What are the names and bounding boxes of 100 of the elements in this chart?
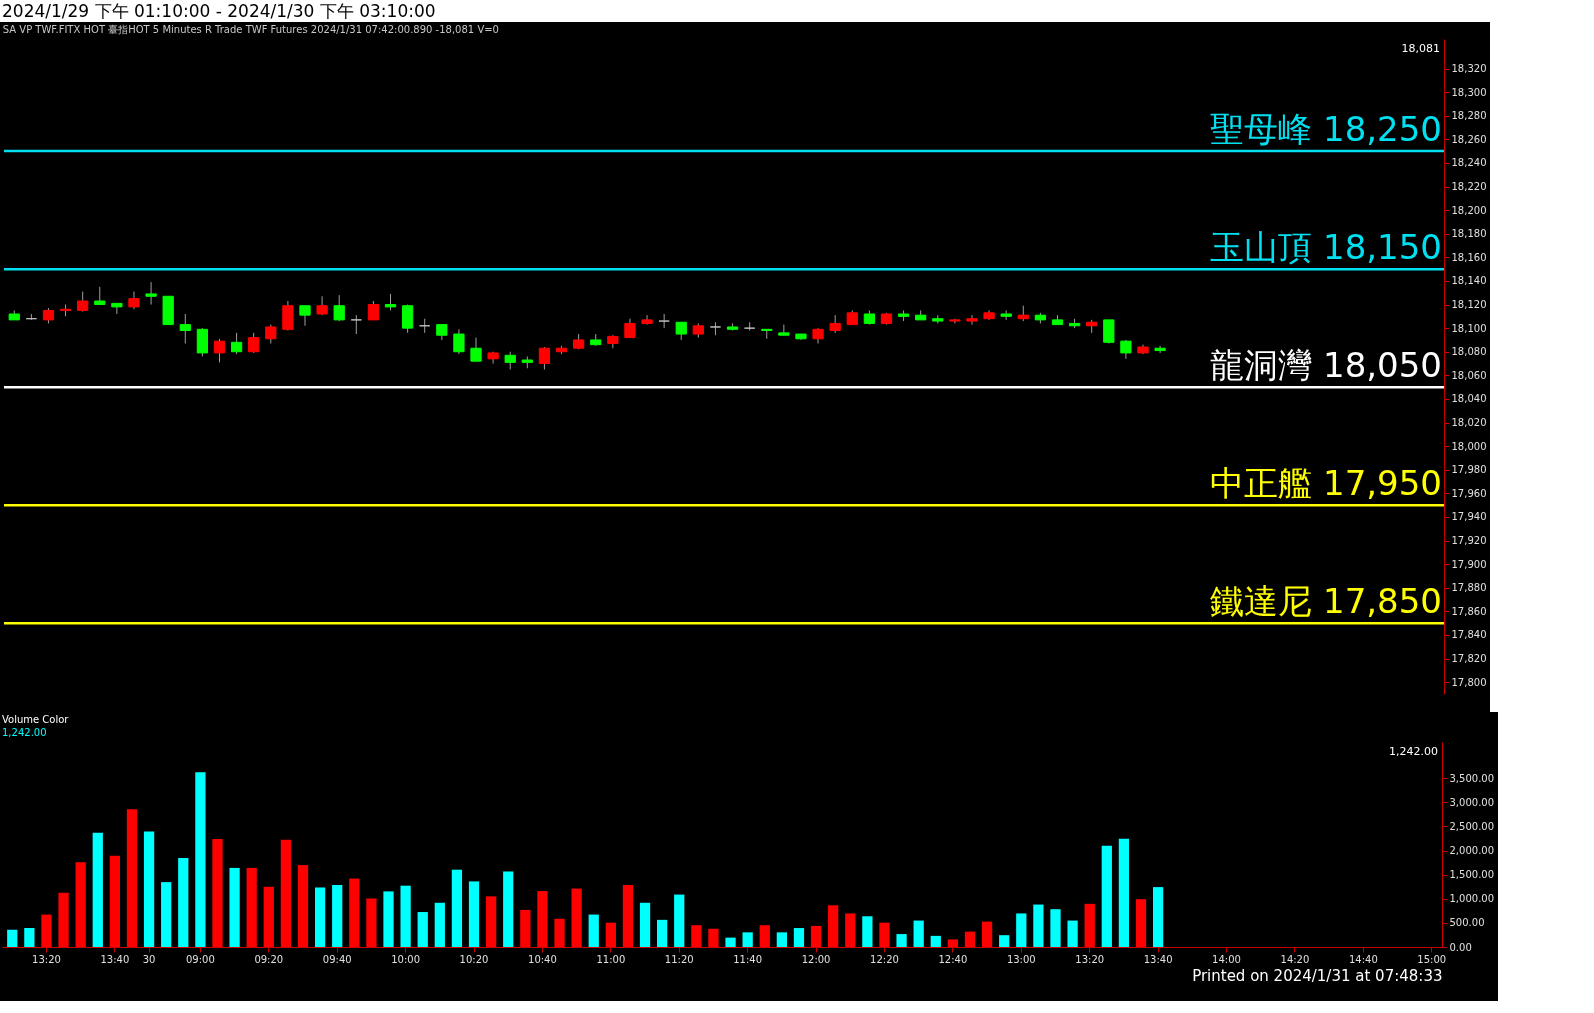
x-tick-label: 10:00 — [391, 953, 421, 965]
bar — [417, 912, 428, 947]
candlestick — [453, 328, 465, 355]
bar — [1033, 904, 1044, 947]
bar — [126, 809, 138, 947]
bar — [485, 896, 497, 947]
bar — [7, 929, 18, 947]
candlestick — [230, 332, 243, 355]
y-tick-label: 17,960 — [1451, 487, 1487, 499]
bar — [366, 898, 377, 947]
bar — [810, 925, 822, 947]
bar — [879, 922, 890, 947]
bar — [691, 925, 702, 947]
x-tick-label: 13:40 — [1143, 953, 1173, 965]
y-tick-label: 17,920 — [1451, 535, 1487, 547]
bar — [143, 831, 155, 947]
bar — [1050, 909, 1061, 947]
y-tick-label: 18,160 — [1451, 251, 1487, 263]
x-tick-label: 09:00 — [185, 953, 215, 965]
y-tick-label: 1,000.00 — [1449, 893, 1495, 905]
bar — [1135, 899, 1147, 947]
bar — [195, 772, 206, 947]
bar — [981, 921, 993, 947]
candlestick — [641, 314, 653, 326]
ref-line-label: 中正艦 17,950 — [1210, 463, 1442, 504]
bar — [708, 928, 719, 947]
bar — [1067, 920, 1078, 947]
bar — [212, 839, 223, 947]
chart-subtitle: SA VP TWF.FITX HOT 臺指HOT 5 Minutes R Trade TWF Futures 2024/1/31 07:42:00.890 -18,081 V=0 — [2, 24, 499, 35]
chart-title: Volume Color — [2, 714, 70, 725]
x-tick-label: 14:40 — [1348, 953, 1378, 965]
bar — [520, 909, 531, 947]
bar — [571, 888, 582, 947]
bar — [109, 855, 120, 947]
y-tick-label: 17,840 — [1451, 629, 1487, 641]
bar — [92, 832, 103, 947]
candlestick — [299, 305, 311, 327]
bar — [400, 885, 411, 947]
bar — [554, 918, 565, 947]
text: 1,242.00 — [2, 727, 47, 738]
candlestick — [1154, 345, 1166, 354]
bar — [896, 934, 907, 947]
y-tick-label: 18,260 — [1451, 133, 1487, 145]
candlestick — [111, 302, 123, 315]
y-tick-label: 2,000.00 — [1449, 845, 1495, 857]
annotation: 18,081 — [1401, 42, 1440, 55]
y-tick-label: 18,000 — [1451, 440, 1487, 452]
candlestick — [282, 300, 294, 331]
x-tick-label: 09:20 — [254, 953, 284, 965]
x-tick-label: 14:00 — [1212, 953, 1241, 965]
y-tick-label: 0.00 — [1449, 941, 1472, 953]
x-tick-label: 13:40 — [100, 953, 130, 965]
bar — [913, 920, 924, 947]
y-tick-label: 18,120 — [1451, 299, 1487, 311]
y-tick-label: 18,040 — [1451, 393, 1487, 405]
candlestick — [778, 324, 790, 336]
candlestick — [77, 291, 89, 313]
bar — [161, 882, 172, 947]
bar — [639, 902, 651, 947]
ref-line-label: 鐵達尼 17,850 — [1210, 581, 1442, 622]
y-tick-label: 17,820 — [1451, 653, 1487, 665]
y-tick-label: 3,000.00 — [1449, 796, 1495, 808]
candlestick — [333, 294, 345, 322]
bar — [246, 867, 257, 947]
y-tick-label: 18,020 — [1451, 417, 1487, 429]
y-tick-label: 17,940 — [1451, 511, 1487, 523]
x-tick-label: 12:20 — [870, 953, 899, 965]
x-tick-label: 13:20 — [1075, 953, 1105, 965]
candlestick — [196, 327, 209, 357]
bar — [263, 886, 274, 947]
y-tick-label: 18,320 — [1451, 63, 1487, 74]
bar — [742, 932, 753, 947]
ref-line-label: 聖母峰 18,250 — [1210, 109, 1442, 150]
candlestick — [265, 324, 277, 344]
bar — [605, 922, 616, 947]
x-tick-label: 09:40 — [322, 953, 352, 965]
bar — [178, 857, 189, 947]
ref-line-label: 玉山頂 18,150 — [1210, 227, 1442, 268]
bar — [725, 937, 736, 947]
bar — [468, 881, 480, 947]
bar — [1101, 845, 1112, 947]
candlestick — [401, 304, 414, 334]
bar — [349, 878, 360, 947]
chart-title: 2024/1/29 下午 01:10:00 - 2024/1/30 下午 03:10:00 — [1, 0, 437, 22]
y-tick-label: 18,180 — [1451, 228, 1487, 240]
bar — [537, 891, 548, 947]
y-tick-label: 2,500.00 — [1449, 820, 1495, 832]
y-tick-label: 18,140 — [1451, 275, 1487, 287]
candlestick — [538, 346, 551, 370]
y-tick-label: 500.00 — [1449, 917, 1485, 929]
y-tick-label: 18,200 — [1451, 204, 1487, 216]
y-tick-label: 18,080 — [1451, 346, 1487, 358]
candlestick — [624, 318, 636, 339]
bar — [674, 894, 685, 947]
bar — [41, 914, 52, 947]
x-tick-label: 12:00 — [801, 953, 831, 965]
x-tick-label: 11:00 — [596, 953, 626, 965]
bar — [332, 884, 343, 947]
x-tick-label: 11:20 — [664, 953, 694, 965]
bar — [759, 925, 770, 947]
